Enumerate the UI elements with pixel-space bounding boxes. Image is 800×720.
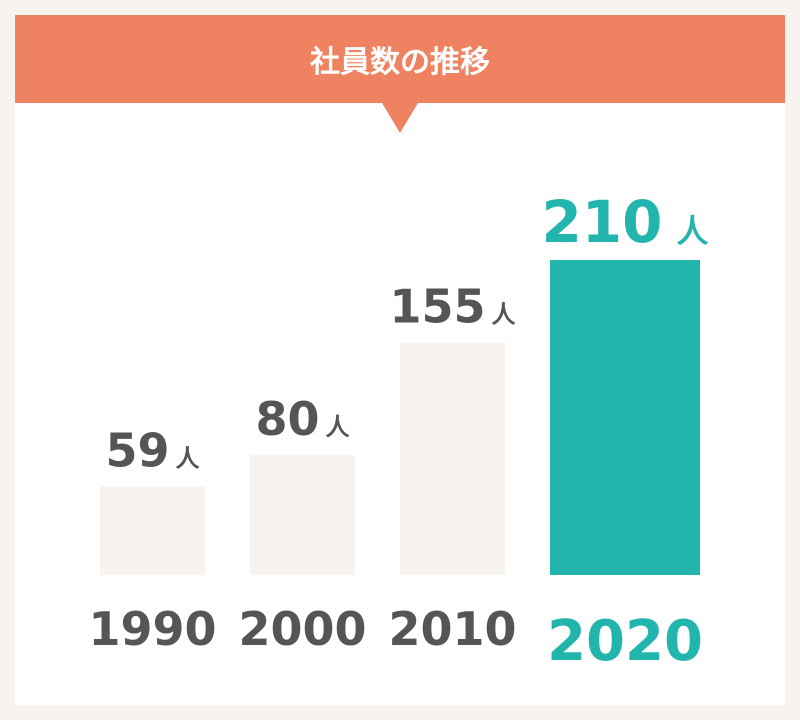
title-bar xyxy=(15,15,785,103)
bar xyxy=(250,455,355,575)
x-tick-label: 2010 xyxy=(388,602,516,656)
x-tick-label: 1990 xyxy=(88,602,216,656)
bar xyxy=(400,342,505,575)
title-pointer xyxy=(382,103,418,133)
value-label: 210 人 xyxy=(541,188,708,256)
x-tick-label: 2000 xyxy=(238,602,366,656)
value-label: 155 人 xyxy=(389,280,515,334)
value-unit: 人 xyxy=(326,413,350,441)
bar xyxy=(550,260,700,575)
value-number: 59 xyxy=(105,424,169,478)
value-unit: 人 xyxy=(176,445,200,473)
value-label: 80 人 xyxy=(255,392,349,446)
value-number: 155 xyxy=(389,280,485,334)
value-label: 59 人 xyxy=(105,424,199,478)
value-unit: 人 xyxy=(677,212,709,250)
value-number: 210 xyxy=(541,188,662,256)
value-unit: 人 xyxy=(492,301,516,329)
chart-title: 社員数の推移 xyxy=(310,45,490,80)
x-tick-label: 2020 xyxy=(547,609,703,674)
bar xyxy=(100,486,205,575)
value-number: 80 xyxy=(255,392,319,446)
